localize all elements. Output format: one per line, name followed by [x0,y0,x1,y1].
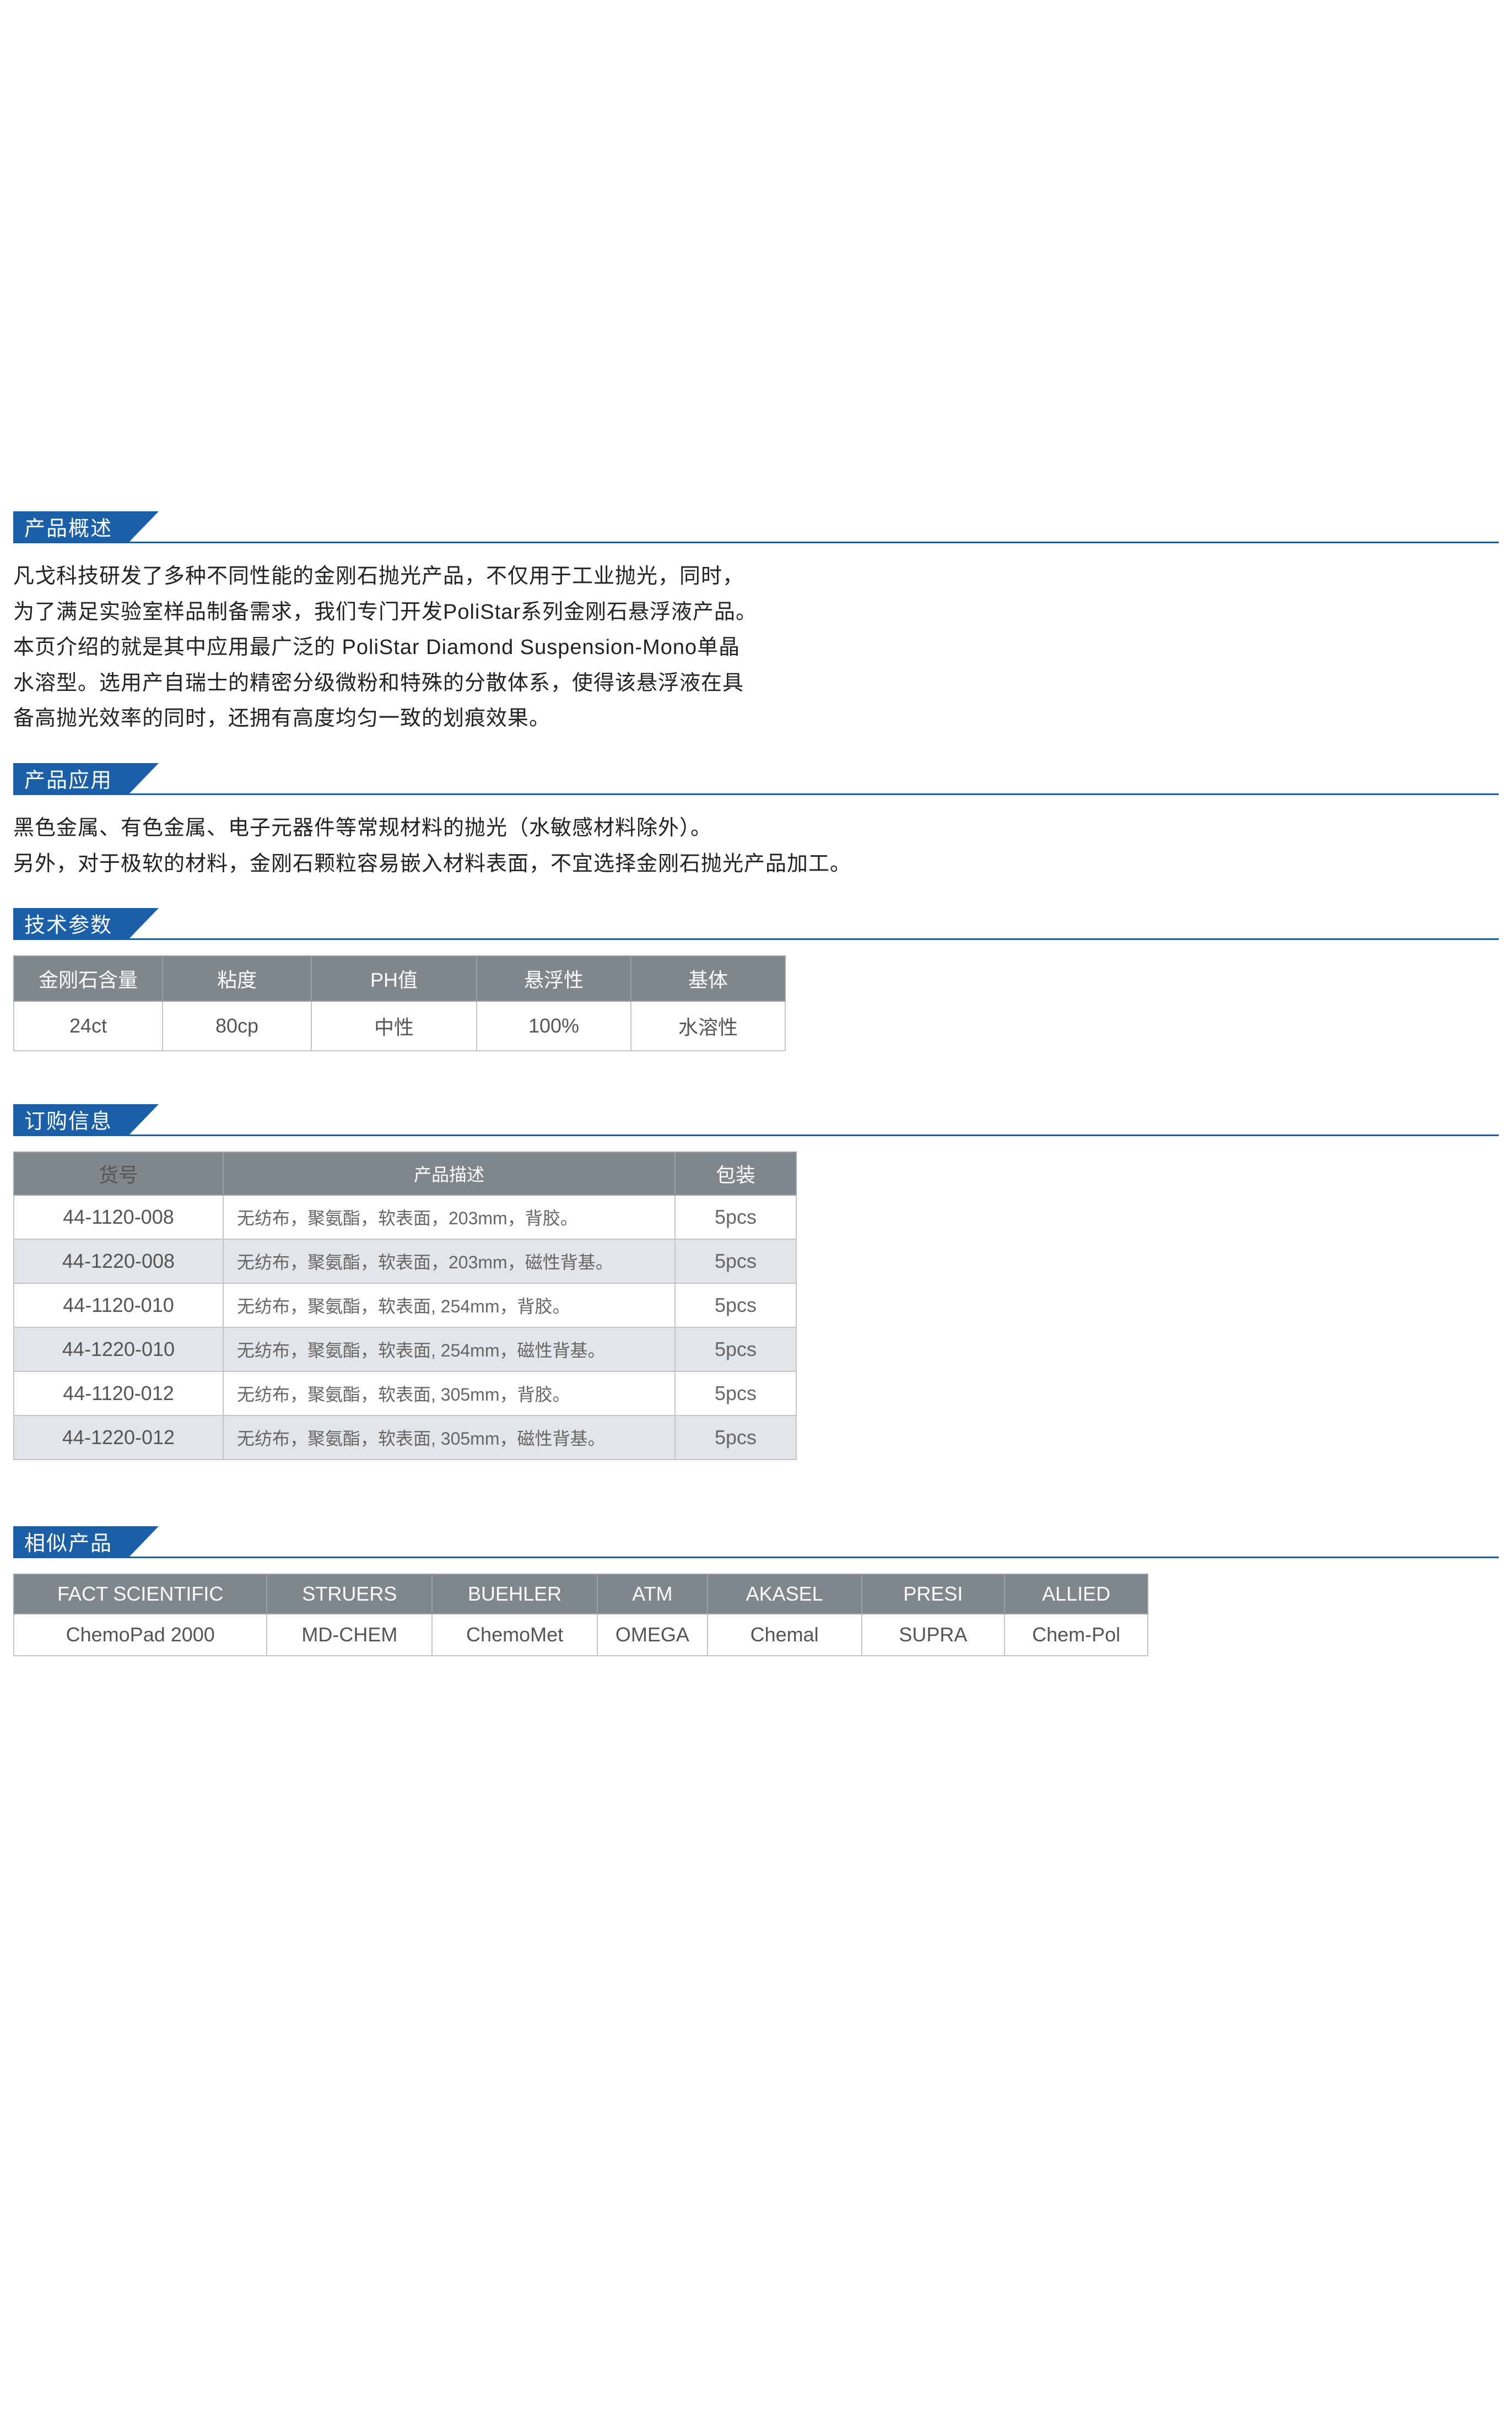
section-header-application: 产品应用 [13,763,1499,795]
similar-value: Chem-Pol [1005,1614,1148,1656]
order-header-desc: 产品描述 [223,1152,675,1195]
order-sku: 44-1120-008 [14,1195,223,1239]
similar-header-row: FACT SCIENTIFIC STRUERS BUEHLER ATM AKAS… [14,1574,1148,1614]
similar-header: PRESI [862,1574,1005,1614]
specs-header: 金刚石含量 [14,956,163,1001]
specs-header: 基体 [631,956,785,1001]
section-header-order: 订购信息 [13,1104,1499,1136]
specs-value: 24ct [14,1001,163,1051]
similar-value: OMEGA [597,1614,708,1656]
overview-line: 备高抛光效率的同时，还拥有高度均匀一致的划痕效果。 [13,701,1336,737]
specs-table: 金刚石含量 粘度 PH值 悬浮性 基体 24ct 80cp 中性 100% 水溶… [13,955,786,1051]
order-row: 44-1220-010 无纺布，聚氨酯，软表面, 254mm，磁性背基。 5pc… [14,1327,796,1371]
similar-value: SUPRA [862,1614,1005,1656]
order-sku: 44-1220-010 [14,1327,223,1371]
similar-header: FACT SCIENTIFIC [14,1574,267,1614]
order-pack: 5pcs [675,1195,796,1239]
application-line: 另外，对于极软的材料，金刚石颗粒容易嵌入材料表面，不宜选择金刚石抛光产品加工。 [13,846,1336,882]
order-header-pack: 包装 [675,1152,796,1195]
wedge-decoration [128,511,159,543]
order-desc: 无纺布，聚氨酯，软表面, 254mm，磁性背基。 [223,1327,675,1371]
order-sku: 44-1220-012 [14,1415,223,1460]
wedge-decoration [128,763,159,795]
section-title: 技术参数 [13,908,128,938]
order-table: 货号 产品描述 包装 44-1120-008 无纺布，聚氨酯，软表面，203mm… [13,1152,797,1460]
wedge-decoration [128,1526,159,1558]
order-row: 44-1120-008 无纺布，聚氨酯，软表面，203mm，背胶。 5pcs [14,1195,796,1239]
similar-value: ChemoMet [432,1614,597,1656]
order-sku: 44-1120-010 [14,1283,223,1327]
specs-value: 水溶性 [631,1001,785,1051]
order-sku: 44-1120-012 [14,1371,223,1415]
specs-header-row: 金刚石含量 粘度 PH值 悬浮性 基体 [14,956,785,1001]
order-pack: 5pcs [675,1327,796,1371]
section-header-similar: 相似产品 [13,1526,1499,1558]
order-pack: 5pcs [675,1371,796,1415]
overview-text: 凡戈科技研发了多种不同性能的金刚石抛光产品，不仅用于工业抛光，同时， 为了满足实… [13,559,1336,737]
application-line: 黑色金属、有色金属、电子元器件等常规材料的抛光（水敏感材料除外）。 [13,810,1336,846]
similar-value: ChemoPad 2000 [14,1614,267,1656]
section-title: 产品概述 [13,511,128,542]
specs-header: 悬浮性 [477,956,631,1001]
overview-line: 凡戈科技研发了多种不同性能的金刚石抛光产品，不仅用于工业抛光，同时， [13,559,1336,595]
specs-value: 中性 [311,1001,477,1051]
order-desc: 无纺布，聚氨酯，软表面，203mm，磁性背基。 [223,1239,675,1283]
overview-line: 为了满足实验室样品制备需求，我们专门开发PoliStar系列金刚石悬浮液产品。 [13,595,1336,630]
wedge-decoration [128,1104,159,1136]
order-pack: 5pcs [675,1415,796,1460]
overview-line: 本页介绍的就是其中应用最广泛的 PoliStar Diamond Suspens… [13,630,1336,666]
order-desc: 无纺布，聚氨酯，软表面, 305mm，背胶。 [223,1371,675,1415]
application-text: 黑色金属、有色金属、电子元器件等常规材料的抛光（水敏感材料除外）。 另外，对于极… [13,810,1336,882]
wedge-decoration [128,908,159,940]
order-row: 44-1220-008 无纺布，聚氨酯，软表面，203mm，磁性背基。 5pcs [14,1239,796,1283]
specs-header: PH值 [311,956,477,1001]
order-header-sku: 货号 [14,1152,223,1195]
similar-header: ALLIED [1005,1574,1148,1614]
overview-line: 水溶型。选用产自瑞士的精密分级微粉和特殊的分散体系，使得该悬浮液在具 [13,666,1336,701]
section-header-overview: 产品概述 [13,511,1499,543]
similar-header: AKASEL [708,1574,862,1614]
similar-header: ATM [597,1574,708,1614]
specs-header: 粘度 [163,956,311,1001]
order-desc: 无纺布，聚氨酯，软表面，203mm，背胶。 [223,1195,675,1239]
specs-value: 100% [477,1001,631,1051]
section-header-specs: 技术参数 [13,908,1499,940]
section-title: 订购信息 [13,1104,128,1134]
similar-value-row: ChemoPad 2000 MD-CHEM ChemoMet OMEGA Che… [14,1614,1148,1656]
specs-value: 80cp [163,1001,311,1051]
order-sku: 44-1220-008 [14,1239,223,1283]
order-pack: 5pcs [675,1239,796,1283]
similar-table: FACT SCIENTIFIC STRUERS BUEHLER ATM AKAS… [13,1574,1148,1656]
order-desc: 无纺布，聚氨酯，软表面, 305mm，磁性背基。 [223,1415,675,1460]
order-row: 44-1120-012 无纺布，聚氨酯，软表面, 305mm，背胶。 5pcs [14,1371,796,1415]
similar-value: MD-CHEM [267,1614,432,1656]
section-title: 产品应用 [13,763,128,793]
order-header-row: 货号 产品描述 包装 [14,1152,796,1195]
specs-value-row: 24ct 80cp 中性 100% 水溶性 [14,1001,785,1051]
order-row: 44-1120-010 无纺布，聚氨酯，软表面, 254mm，背胶。 5pcs [14,1283,796,1327]
similar-header: BUEHLER [432,1574,597,1614]
order-pack: 5pcs [675,1283,796,1327]
similar-header: STRUERS [267,1574,432,1614]
order-row: 44-1220-012 无纺布，聚氨酯，软表面, 305mm，磁性背基。 5pc… [14,1415,796,1460]
section-title: 相似产品 [13,1526,128,1557]
order-desc: 无纺布，聚氨酯，软表面, 254mm，背胶。 [223,1283,675,1327]
similar-value: Chemal [708,1614,862,1656]
